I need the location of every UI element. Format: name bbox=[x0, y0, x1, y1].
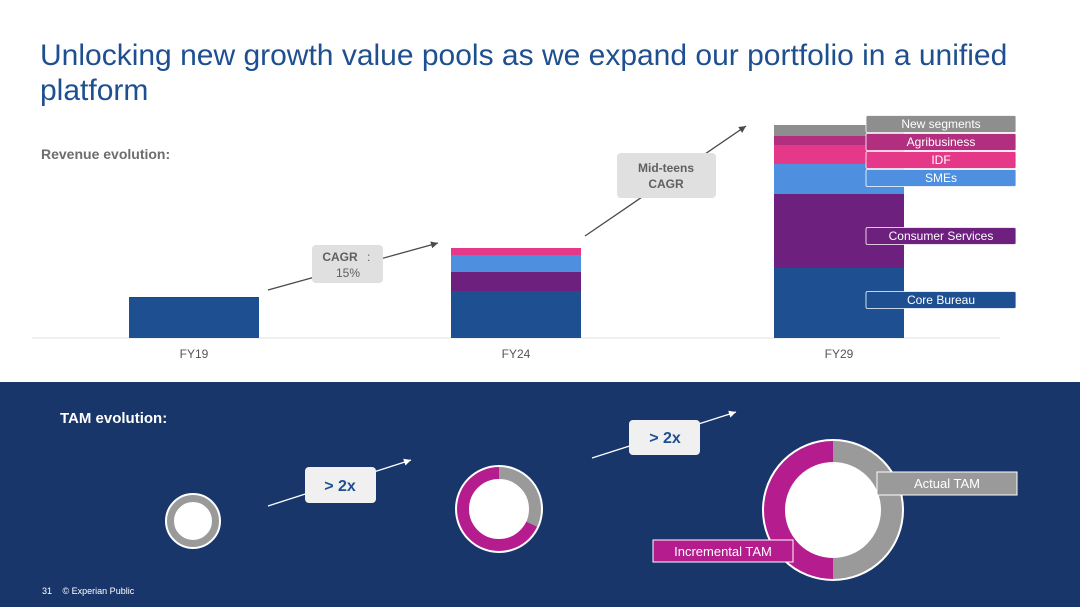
bar-segment-fy19-core-bureau bbox=[129, 298, 259, 338]
bar-segment-fy24-smes bbox=[451, 255, 581, 272]
bar-segment-fy29-agribusiness bbox=[774, 136, 904, 145]
legend-tag-consumer-services: Consumer Services bbox=[865, 227, 1017, 245]
tam-multiplier-label: > 2x bbox=[649, 430, 681, 447]
cagr-value: 15% bbox=[336, 266, 360, 280]
legend-tag-label: Agribusiness bbox=[907, 135, 976, 149]
bar-segment-fy19-consumer-services bbox=[129, 297, 259, 298]
legend-tag-idf: IDF bbox=[865, 151, 1017, 169]
tam-chart: > 2x > 2x Actual TAM Incremental TAM bbox=[165, 410, 1018, 581]
tam-donut-1 bbox=[165, 493, 221, 549]
legend-tag-label: Core Bureau bbox=[907, 293, 975, 307]
x-tick-label: FY24 bbox=[502, 347, 531, 361]
cagr-colon: : bbox=[367, 250, 370, 264]
donut-hole bbox=[469, 479, 529, 539]
tam-donut-3 bbox=[762, 439, 904, 581]
tam-section-label: TAM evolution: bbox=[60, 410, 168, 427]
donut-outer-ring bbox=[762, 439, 904, 581]
revenue-section-label: Revenue evolution: bbox=[41, 146, 171, 162]
bar-segment-fy24-core-bureau bbox=[451, 291, 581, 338]
slide-title: Unlocking new growth value pools as we e… bbox=[40, 39, 1008, 107]
tam-multiplier-label: > 2x bbox=[324, 478, 356, 495]
donut-outer-ring bbox=[455, 465, 543, 553]
tam-multiplier-2: > 2x bbox=[629, 420, 700, 455]
donut-hole bbox=[174, 502, 212, 540]
donut-slice-actual bbox=[832, 440, 903, 580]
tam-multiplier-1: > 2x bbox=[305, 467, 376, 503]
bar-segment-fy24-idf bbox=[451, 248, 581, 255]
legend-tag-new-segments: New segments bbox=[865, 115, 1017, 133]
donut-slice-incremental bbox=[763, 440, 834, 580]
donut-outer-ring bbox=[165, 493, 221, 549]
legend-tag-label: Consumer Services bbox=[889, 229, 994, 243]
cagr-callout-1: CAGR:15% bbox=[312, 245, 383, 283]
legend-tag-label: IDF bbox=[931, 153, 950, 167]
cagr-label: CAGR bbox=[322, 250, 358, 264]
revenue-chart: FY19 FY24 FY29 Core Bureau Consumer Services… bbox=[32, 115, 1017, 361]
donut-slice-incremental bbox=[456, 466, 538, 552]
legend-tag-label: SMEs bbox=[925, 171, 957, 185]
page-number: 31 bbox=[42, 586, 53, 596]
donut-slice-actual bbox=[498, 466, 542, 528]
legend-tag-actual-tam: Actual TAM bbox=[876, 471, 1018, 496]
legend-tag-smes: SMEs bbox=[865, 169, 1017, 187]
legend-tag-incremental-tam: Incremental TAM bbox=[652, 539, 794, 563]
footer: 31 © Experian Public bbox=[42, 586, 142, 596]
legend-tag-label: Actual TAM bbox=[914, 476, 980, 491]
bar-segment-fy24-consumer-services bbox=[451, 272, 581, 291]
bar-fy19 bbox=[129, 297, 259, 338]
x-tick-label: FY19 bbox=[180, 347, 209, 361]
x-tick-label: FY29 bbox=[825, 347, 854, 361]
footer-text: © Experian Public bbox=[62, 586, 135, 596]
bar-segment-fy29-new-segments bbox=[774, 125, 904, 136]
legend-tag-label: Incremental TAM bbox=[674, 544, 772, 559]
tam-donut-2 bbox=[455, 465, 543, 553]
donut-slice-actual bbox=[166, 494, 220, 548]
cagr-line-1: Mid-teens bbox=[638, 161, 694, 175]
donut-hole bbox=[785, 462, 881, 558]
cagr-callout-2: Mid-teens CAGR bbox=[617, 153, 716, 198]
cagr-line-2: CAGR bbox=[648, 177, 684, 191]
legend-tag-core-bureau: Core Bureau bbox=[865, 291, 1017, 309]
legend-tag-agribusiness: Agribusiness bbox=[865, 133, 1017, 151]
bar-fy24 bbox=[451, 248, 581, 338]
legend-tag-label: New segments bbox=[901, 117, 980, 131]
